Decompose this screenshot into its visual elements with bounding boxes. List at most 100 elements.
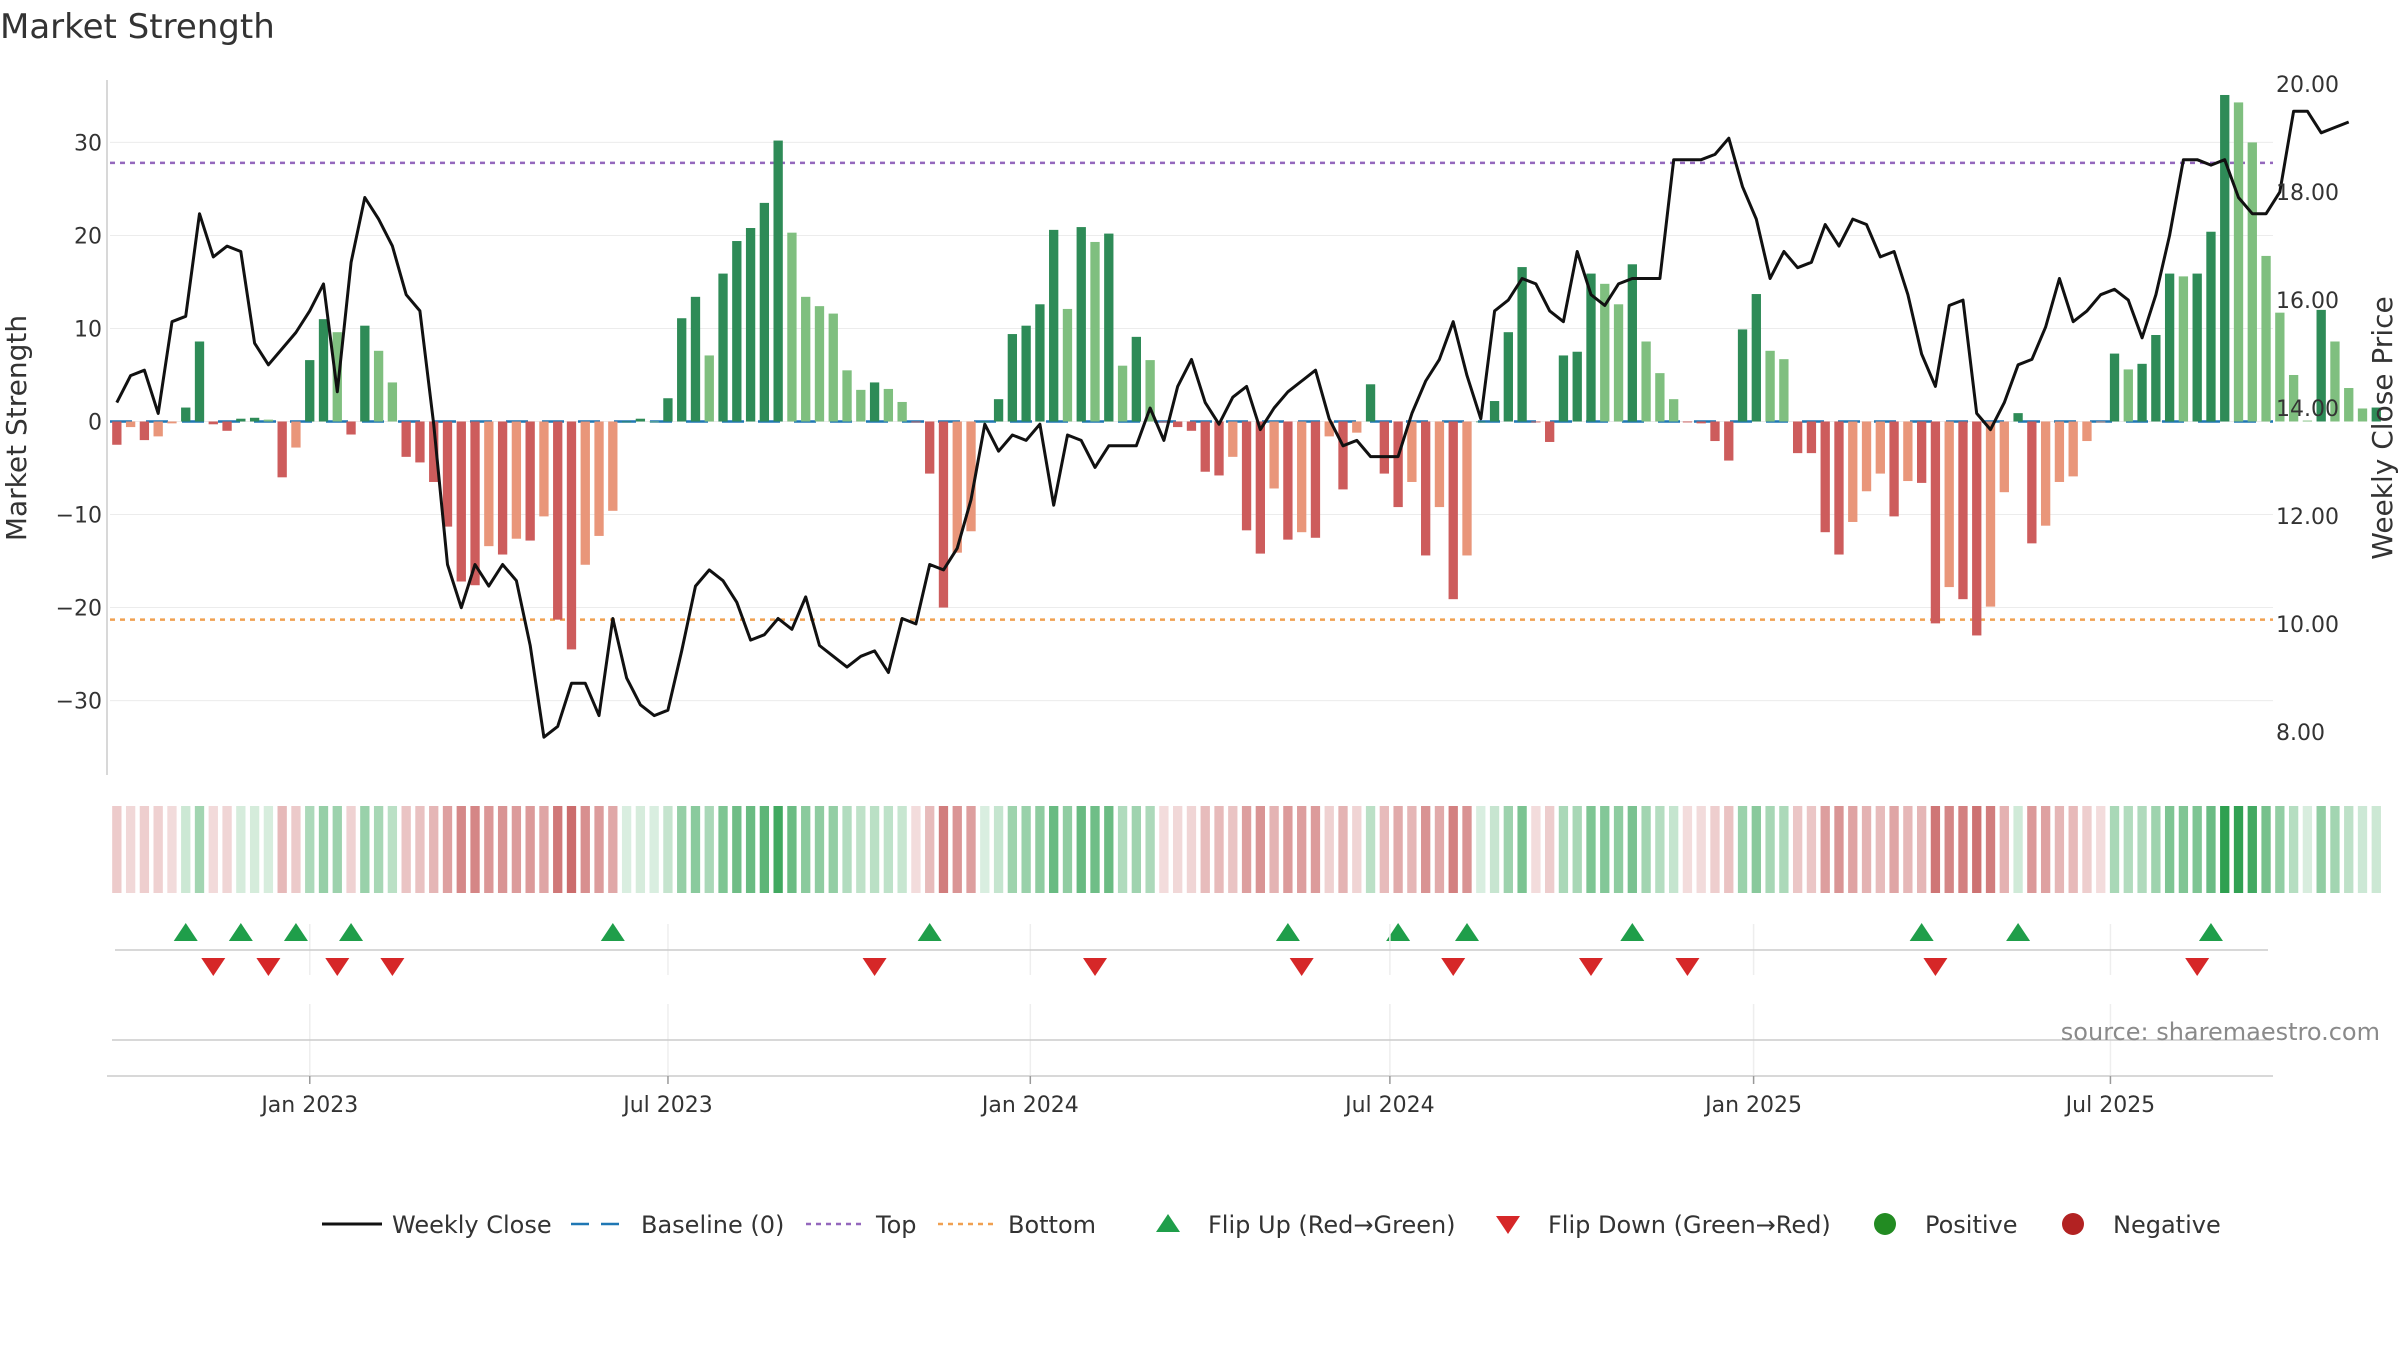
legend-item: Positive: [1874, 1211, 2018, 1239]
strength-bar: [1600, 283, 1610, 422]
heat-cell: [1572, 806, 1582, 893]
heat-cell: [2123, 806, 2133, 893]
strength-bar: [1173, 421, 1183, 428]
strength-bar: [2316, 309, 2326, 422]
strength-bar: [814, 306, 825, 422]
flip-down-marker: [1289, 958, 1314, 976]
heat-cell: [1462, 806, 1472, 893]
heat-cell: [318, 806, 329, 893]
strength-bar: [497, 421, 508, 555]
heat-cell: [1489, 806, 1500, 893]
strength-bar: [1861, 421, 1872, 492]
heat-cell: [621, 806, 632, 893]
heat-cell: [2261, 806, 2271, 893]
strength-bar: [2123, 369, 2133, 422]
heat-cell: [456, 806, 466, 893]
heat-cell: [1765, 806, 1775, 893]
y2-tick-label: 20.00: [2276, 73, 2339, 98]
strength-bar: [332, 332, 342, 422]
heat-cell: [2151, 806, 2161, 893]
heat-cell: [1076, 806, 1086, 893]
heat-cell: [1352, 806, 1362, 893]
heat-cell: [1779, 806, 1789, 893]
heat-cell: [911, 806, 921, 893]
heat-cell: [1641, 806, 1651, 893]
heat-cell: [1090, 806, 1100, 893]
strength-heat-strip: [112, 806, 2381, 893]
heat-cell: [373, 806, 384, 893]
heat-cell: [773, 806, 783, 893]
strength-bar: [608, 421, 618, 511]
legend-item: Flip Down (Green→Red): [1496, 1211, 1831, 1239]
heat-cell: [856, 806, 866, 893]
heat-cell: [1627, 806, 1637, 893]
strength-bars: [112, 94, 2381, 650]
strength-bar: [2247, 142, 2257, 422]
strength-bar: [993, 399, 1004, 422]
strength-bar: [2206, 231, 2216, 422]
heat-cell: [952, 806, 962, 893]
heat-cell: [2302, 806, 2313, 893]
strength-bar: [883, 388, 894, 422]
strength-bar: [429, 421, 439, 482]
strength-bar: [1558, 355, 1569, 422]
heat-cell: [1586, 806, 1596, 893]
strength-bar: [401, 421, 411, 457]
heat-cell: [1104, 806, 1114, 893]
strength-bar: [1724, 421, 1734, 461]
legend-label: Flip Down (Green→Red): [1548, 1211, 1831, 1239]
flip-up-marker: [2006, 923, 2031, 941]
strength-bar: [2330, 341, 2340, 422]
heat-cell: [718, 806, 728, 893]
flip-markers: [173, 923, 2223, 976]
heat-cell: [2040, 806, 2051, 893]
flip-up-marker: [917, 923, 942, 941]
heat-cell: [2357, 806, 2368, 893]
y-tick-label: −10: [56, 504, 102, 529]
strength-bar: [456, 421, 466, 582]
heat-cell: [1159, 806, 1169, 893]
chart-title: Market Strength: [0, 7, 275, 47]
heat-cell: [1724, 806, 1734, 893]
strength-bar: [1117, 365, 1128, 422]
y-tick-label: −20: [56, 597, 102, 622]
strength-bar: [856, 389, 866, 422]
heat-cell: [732, 806, 742, 893]
strength-bar: [842, 370, 852, 422]
strength-bar: [897, 401, 907, 422]
strength-bar: [2371, 407, 2381, 422]
strength-bar: [1476, 421, 1486, 423]
strength-bar: [1751, 294, 1761, 422]
strength-bar: [415, 421, 425, 463]
heat-cell: [1421, 806, 1431, 893]
strength-bar: [1613, 304, 1624, 422]
heat-cell: [1889, 806, 1899, 893]
heat-cell: [1848, 806, 1858, 893]
heat-cell: [277, 806, 287, 893]
strength-bar: [1448, 421, 1458, 600]
flip-down-marker: [1441, 958, 1466, 976]
strength-bar: [2178, 276, 2189, 422]
heat-cell: [332, 806, 342, 893]
heat-cell: [1145, 806, 1155, 893]
heat-cell: [759, 806, 770, 893]
strength-bar: [1035, 304, 1045, 422]
heat-cell: [938, 806, 949, 893]
heat-cell: [966, 806, 976, 893]
heat-cell: [897, 806, 907, 893]
strength-bar: [690, 296, 701, 422]
strength-bar: [1186, 421, 1197, 431]
heat-cell: [2054, 806, 2065, 893]
strength-bar: [718, 273, 728, 422]
y2-tick-label: 18.00: [2276, 181, 2339, 206]
heat-cell: [1324, 806, 1334, 893]
strength-bar: [1792, 421, 1803, 454]
strength-bar: [1682, 421, 1693, 423]
strength-bar: [2302, 420, 2313, 422]
x-tick-label: Jul 2025: [2064, 1093, 2156, 1118]
strength-bar: [566, 421, 577, 650]
heat-cell: [814, 806, 825, 893]
strength-bar: [1297, 421, 1307, 533]
heat-cell: [497, 806, 508, 893]
